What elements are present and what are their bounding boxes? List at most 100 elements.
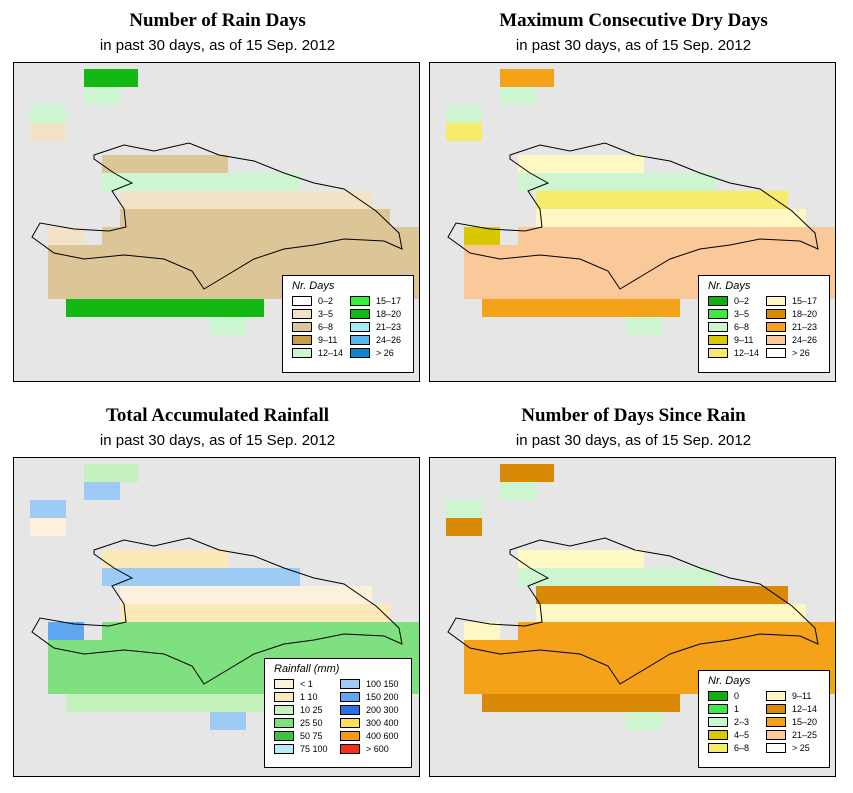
legend-label: 6–8 — [318, 322, 334, 332]
grid-cell — [192, 173, 210, 191]
grid-cell — [138, 299, 156, 317]
grid-cell — [608, 245, 626, 263]
legend-label: 9–11 — [792, 691, 812, 701]
grid-cell — [464, 622, 482, 640]
grid-cell — [626, 676, 644, 694]
legend-swatch — [350, 296, 370, 306]
grid-cell — [464, 263, 482, 281]
grid-cell — [84, 694, 102, 712]
grid-cell — [120, 227, 138, 245]
panel-rain-days: Number of Rain Days in past 30 days, as … — [12, 0, 423, 382]
grid-cell — [192, 694, 210, 712]
grid-cell — [156, 658, 174, 676]
grid-cell — [156, 676, 174, 694]
grid-cell — [518, 245, 536, 263]
grid-cell — [228, 299, 246, 317]
grid-cell — [662, 658, 680, 676]
grid-cell — [228, 604, 246, 622]
grid-cell — [336, 586, 354, 604]
grid-cell — [644, 694, 662, 712]
grid-cell — [680, 640, 698, 658]
grid-cell — [300, 640, 318, 658]
legend-swatch — [340, 744, 360, 754]
grid-cell — [572, 299, 590, 317]
grid-cell — [138, 604, 156, 622]
grid-cell — [120, 299, 138, 317]
grid-cell — [282, 173, 300, 191]
grid-cell — [770, 622, 788, 640]
grid-cell — [282, 209, 300, 227]
grid-cell — [680, 586, 698, 604]
grid-cell — [120, 191, 138, 209]
grid-cell — [192, 245, 210, 263]
grid-cell — [102, 173, 120, 191]
legend-swatch — [766, 743, 786, 753]
grid-cell — [680, 568, 698, 586]
grid-cell — [336, 604, 354, 622]
grid-cell — [644, 622, 662, 640]
grid-cell — [734, 245, 752, 263]
grid-cell — [608, 191, 626, 209]
grid-cell — [192, 227, 210, 245]
grid-cell — [590, 245, 608, 263]
grid-cell — [482, 622, 500, 640]
grid-cell — [84, 658, 102, 676]
grid-cell — [390, 245, 408, 263]
grid-cell — [192, 550, 210, 568]
grid-cell — [264, 568, 282, 586]
grid-cell — [336, 191, 354, 209]
grid-cell — [698, 245, 716, 263]
grid-cell — [48, 105, 66, 123]
grid-cell — [84, 299, 102, 317]
grid-cell — [210, 209, 228, 227]
grid-cell — [120, 586, 138, 604]
grid-cell — [156, 622, 174, 640]
grid-cell — [354, 622, 372, 640]
grid-cell — [518, 263, 536, 281]
grid-cell — [246, 568, 264, 586]
grid-cell — [192, 263, 210, 281]
grid-cell — [138, 622, 156, 640]
panel-days-since-rain: Number of Days Since Rain in past 30 day… — [428, 395, 839, 777]
grid-cell — [30, 518, 48, 536]
grid-cell — [806, 245, 824, 263]
grid-cell — [518, 155, 536, 173]
grid-cell — [554, 550, 572, 568]
grid-cell — [300, 191, 318, 209]
grid-cell — [120, 640, 138, 658]
grid-cell — [264, 604, 282, 622]
grid-cell — [554, 191, 572, 209]
grid-cell — [102, 482, 120, 500]
grid-cell — [210, 604, 228, 622]
grid-cell — [590, 155, 608, 173]
grid-cell — [500, 263, 518, 281]
grid-cell — [228, 227, 246, 245]
grid-cell — [246, 586, 264, 604]
grid-cell — [536, 586, 554, 604]
grid-cell — [66, 622, 84, 640]
grid-cell — [554, 173, 572, 191]
grid-cell — [138, 281, 156, 299]
grid-cell — [300, 586, 318, 604]
legend-label: 18–20 — [376, 309, 402, 319]
grid-cell — [770, 227, 788, 245]
legend-label: 24–26 — [792, 335, 818, 345]
legend-swatch — [274, 679, 294, 689]
grid-cell — [246, 694, 264, 712]
legend-label: 2–3 — [734, 717, 750, 727]
legend-swatch — [350, 322, 370, 332]
map-rain-days: Nr. Days 0–2 3–5 6–8 9–11 12–14 15–17 18–20 21–… — [13, 62, 420, 382]
grid-cell — [554, 281, 572, 299]
grid-cell — [228, 586, 246, 604]
grid-cell — [84, 281, 102, 299]
legend-swatch — [292, 348, 312, 358]
legend-label: 100 150 — [366, 679, 399, 689]
grid-cell — [138, 173, 156, 191]
grid-cell — [336, 245, 354, 263]
grid-cell — [626, 622, 644, 640]
grid-cell — [554, 299, 572, 317]
grid-cell — [554, 604, 572, 622]
grid-cell — [662, 640, 680, 658]
grid-cell — [174, 191, 192, 209]
grid-cell — [192, 586, 210, 604]
